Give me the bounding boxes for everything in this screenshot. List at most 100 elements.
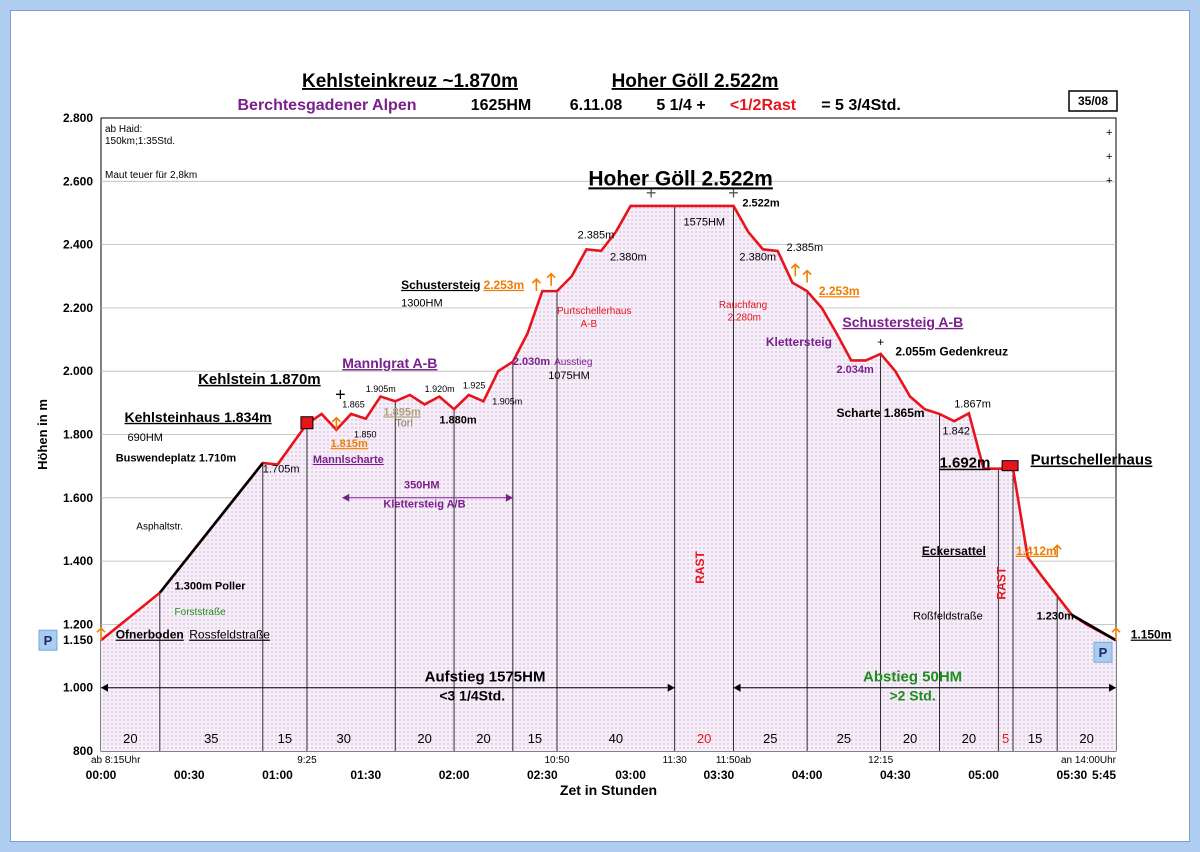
annotation-label: 690HM xyxy=(127,432,162,444)
x-tick-label: 5:45 xyxy=(1092,768,1116,782)
annotation-label: Schustersteig A-B xyxy=(842,314,963,330)
annotation-label: Forststraße xyxy=(175,607,227,618)
annotation-label: 2.385m xyxy=(578,229,615,241)
segment-minutes-label: 5 xyxy=(1002,731,1009,746)
segment-minutes-label: 15 xyxy=(528,731,542,746)
annotation-label: <3 1/4Std. xyxy=(439,687,505,703)
annotation-label: 1.895m xyxy=(383,407,421,419)
summit-cross-icon: + xyxy=(335,384,346,404)
ascent-span-arrow-head-left xyxy=(101,683,108,692)
annotation-label: 2.380m xyxy=(739,251,776,263)
y-tick-label: 2.200 xyxy=(63,301,93,315)
segment-minutes-label: 40 xyxy=(609,731,623,746)
annotation-label: Buswendeplatz 1.710m xyxy=(116,452,237,464)
chart-title-peak: Hoher Göll 2.522m xyxy=(612,71,779,92)
elevation-profile-chart: Kehlsteinkreuz ~1.870m Hoher Göll 2.522m… xyxy=(35,71,1171,798)
chart-title-main: Kehlsteinkreuz ~1.870m xyxy=(302,71,518,92)
x-tick-label: 00:00 xyxy=(86,768,117,782)
info-note: ab Haid: xyxy=(105,124,142,135)
annotation-label: Abstieg 50HM xyxy=(863,668,962,685)
annotation-label: 1300HM xyxy=(401,297,443,309)
subtitle-region: Berchtesgadener Alpen xyxy=(237,97,416,114)
segment-minutes-label: 20 xyxy=(1079,731,1093,746)
profile-line xyxy=(100,204,1117,642)
ascent-span-arrow-head-right xyxy=(667,683,675,692)
x-tick-label: 01:30 xyxy=(350,768,381,782)
info-note: Maut teuer für 2,8km xyxy=(105,170,197,181)
annotation-label: 1.300m Poller xyxy=(175,581,247,593)
x-tick-label: 04:00 xyxy=(792,768,823,782)
annotation-label: Torl xyxy=(395,418,413,430)
annotation-label: 1.412m xyxy=(1016,544,1057,558)
waypoint-marker xyxy=(531,277,541,292)
parking-icon xyxy=(38,629,58,651)
clock-time-label: an 14:00Uhr xyxy=(1061,755,1117,766)
annotation-label: Kehlsteinhaus 1.834m xyxy=(125,409,272,425)
klettersteig-span-arrow-head-right xyxy=(505,493,513,502)
segment-minutes-label: 35 xyxy=(204,731,218,746)
annotation-label: Mannlscharte xyxy=(313,454,384,466)
annotation-label: 1.925 xyxy=(463,381,486,391)
annotation-label: 2.385m xyxy=(786,242,823,254)
summit-cross-icon: + xyxy=(646,183,657,203)
waypoint-marker xyxy=(1111,627,1121,641)
segment-minutes-label: 20 xyxy=(476,731,490,746)
annotation-label: 2.253m xyxy=(483,278,524,292)
annotation-label: Roßfeldstraße xyxy=(913,611,983,623)
badge-label: 35/08 xyxy=(1078,94,1108,108)
annotation-label: 1.905m xyxy=(492,396,522,406)
annotation-label: 2.253m xyxy=(819,284,860,298)
segment-minutes-label: 25 xyxy=(763,731,777,746)
x-tick-label: 04:30 xyxy=(880,768,911,782)
road-segment-down xyxy=(1071,613,1117,642)
waypoint-marker xyxy=(546,272,556,286)
descent-span-arrow-head-right xyxy=(1109,683,1116,692)
corner-mark: + xyxy=(1106,175,1112,187)
x-tick-label: 03:00 xyxy=(615,768,646,782)
clock-time-label: 9:25 xyxy=(297,755,317,766)
annotation-label: 1.905m xyxy=(366,384,396,394)
road-segment-up xyxy=(158,462,264,594)
y-tick-label: 2.600 xyxy=(63,174,93,188)
annotation-label: Aufstieg 1575HM xyxy=(425,668,546,685)
corner-mark: + xyxy=(1106,127,1112,139)
clock-time-label: ab 8:15Uhr xyxy=(91,755,141,766)
clock-time-label: 11:30 xyxy=(663,755,688,766)
x-tick-label: 00:30 xyxy=(174,768,205,782)
annotation-label: 1575HM xyxy=(684,217,726,229)
clock-time-label: 10:50 xyxy=(544,755,569,766)
annotation-label: 2.522m xyxy=(742,198,780,210)
annotation-label: Rauchfang xyxy=(719,300,767,311)
parking-icon-label: P xyxy=(44,633,53,648)
annotation-label: Scharte 1.865m xyxy=(837,406,925,420)
plot-area: 800 1.000 1.150 1.200 1.400 1.600 1.800 2.000 2.… xyxy=(35,111,1171,798)
y-tick-label: 1.800 xyxy=(63,428,93,442)
hut-purtschellerhaus-icon xyxy=(1001,460,1019,472)
parking-icon xyxy=(1093,641,1113,663)
subtitle-time: 5 1/4 + xyxy=(656,97,705,114)
y-tick-label: 1.200 xyxy=(63,617,93,631)
y-tick-label: 2.800 xyxy=(63,111,93,125)
segment-minutes-label: 20 xyxy=(417,731,431,746)
info-note: 150km;1:35Std. xyxy=(105,136,175,147)
segment-minutes-label: 15 xyxy=(1028,731,1042,746)
descent-span-arrow-head-left xyxy=(733,683,741,692)
y-tick-label: 2.000 xyxy=(63,364,93,378)
waypoint-marker xyxy=(1052,544,1062,558)
x-tick-label: 03:30 xyxy=(703,768,734,782)
segment-minutes-label: 15 xyxy=(278,731,292,746)
annotation-label: Purtschellerhaus xyxy=(1031,452,1153,469)
hut-kehlsteinhaus-icon xyxy=(300,416,314,430)
badge-box xyxy=(1068,90,1118,112)
x-tick-label: 01:00 xyxy=(262,768,293,782)
parking-icon-label: P xyxy=(1099,645,1108,660)
annotation-label: Eckersattel xyxy=(922,544,986,558)
chart-frame: Kehlsteinkreuz ~1.870m Hoher Göll 2.522m… xyxy=(10,10,1190,842)
annotation-label: 1.150m xyxy=(1131,628,1172,642)
annotation-label: 2.380m xyxy=(610,251,647,263)
annotation-label: Klettersteig xyxy=(766,335,832,349)
annotation-label: 1.867m xyxy=(954,399,991,411)
corner-mark: + xyxy=(1106,151,1112,163)
annotation-label: A-B xyxy=(581,319,598,330)
annotation-label: Schustersteig xyxy=(401,278,480,292)
